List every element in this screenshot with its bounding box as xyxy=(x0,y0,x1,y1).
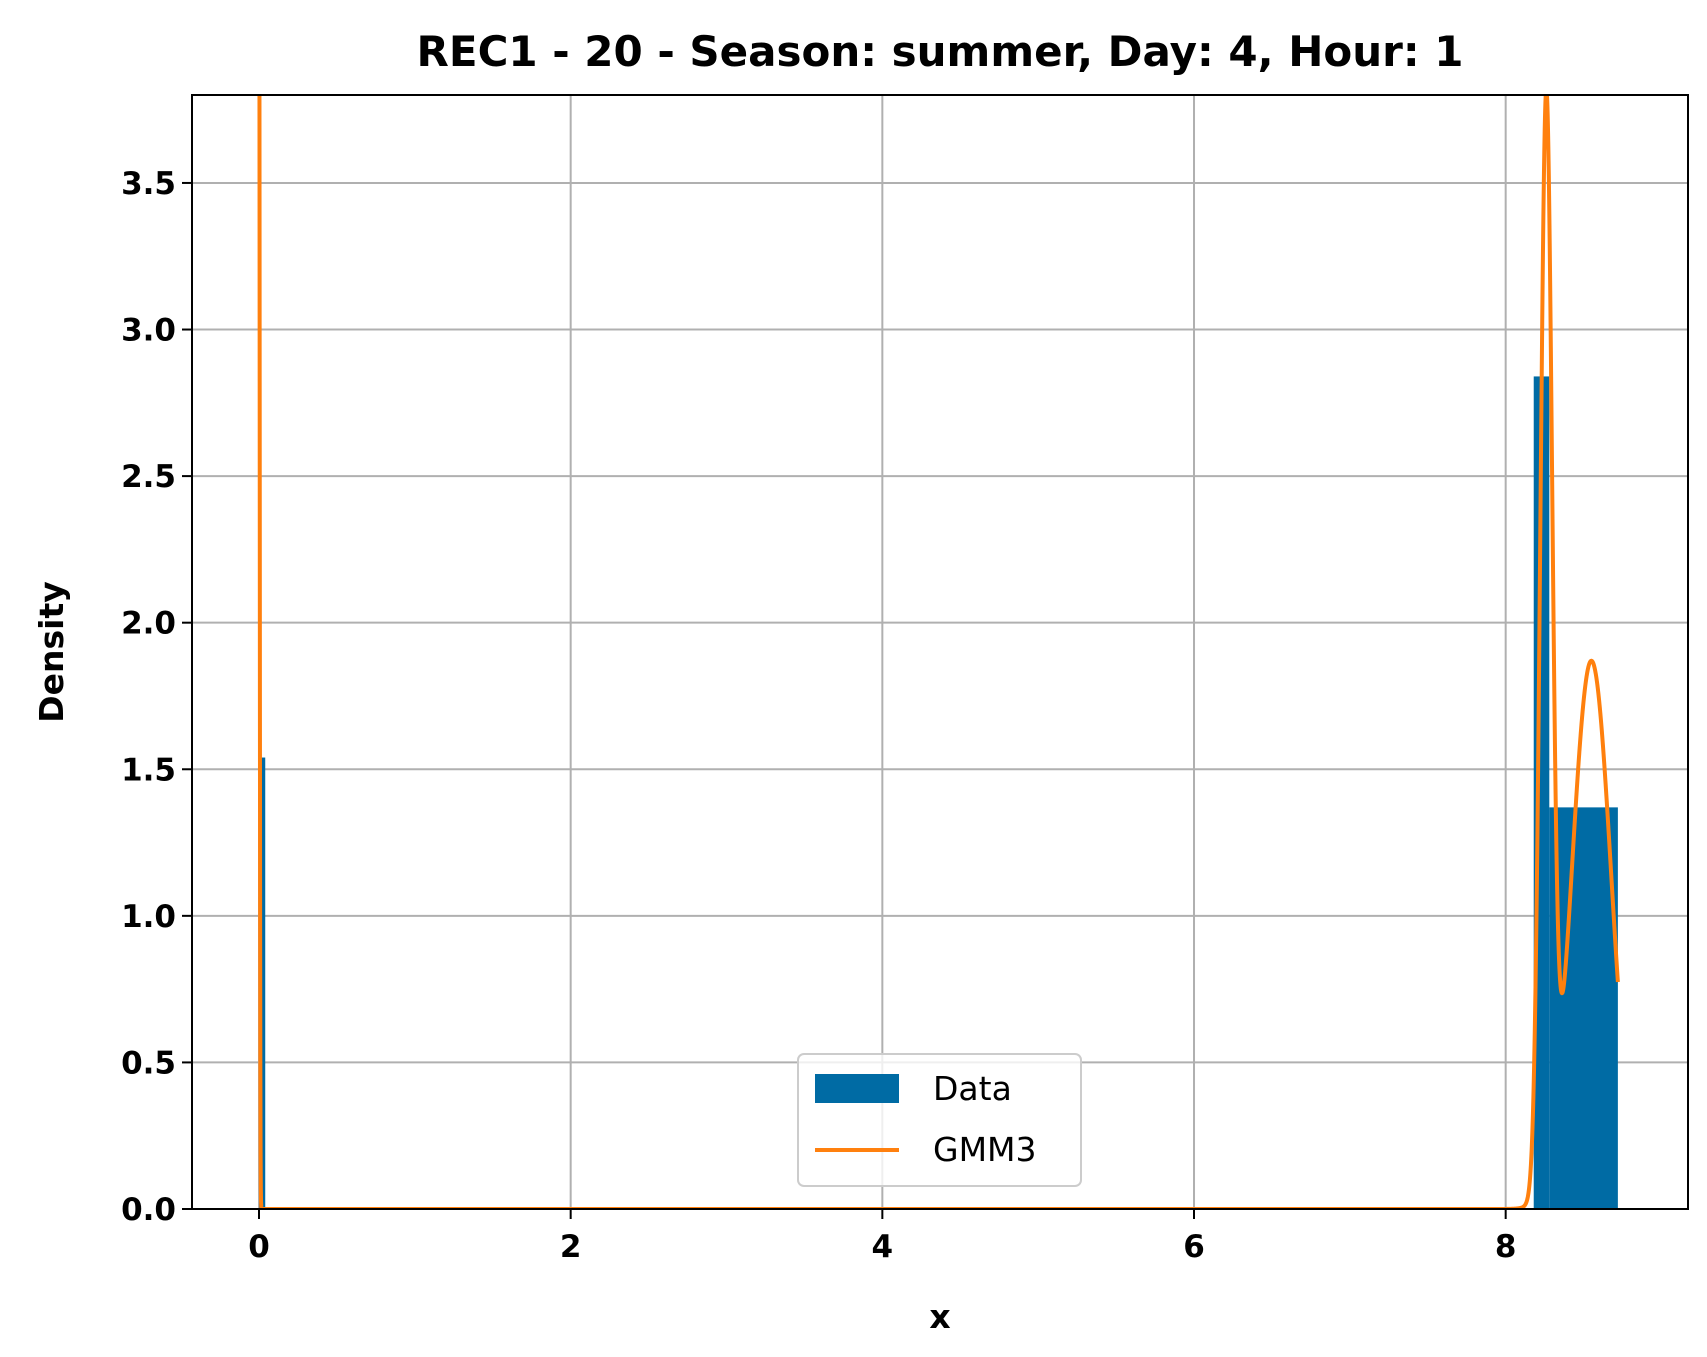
x-tick-label: 8 xyxy=(1495,1229,1517,1265)
grid xyxy=(192,95,1688,1210)
x-tick-label: 0 xyxy=(248,1229,270,1265)
legend: Data GMM3 xyxy=(797,1053,1082,1187)
y-tick-label: 1.5 xyxy=(121,752,176,788)
x-axis-label: x xyxy=(929,1297,950,1336)
y-axis-label: Density xyxy=(32,581,71,723)
y-tick-label: 2.0 xyxy=(121,606,176,642)
legend-gmm-label: GMM3 xyxy=(933,1130,1037,1169)
y-tick-label: 3.5 xyxy=(121,166,176,202)
y-tick-label: 3.0 xyxy=(121,313,176,349)
x-tick-label: 6 xyxy=(1183,1229,1205,1265)
y-tick-label: 1.0 xyxy=(121,899,176,935)
y-tick-label: 0.0 xyxy=(121,1192,176,1228)
legend-data-label: Data xyxy=(933,1069,1012,1108)
legend-data-swatch xyxy=(815,1074,899,1103)
x-tick-label: 4 xyxy=(872,1229,894,1265)
gmm-curve xyxy=(257,95,1620,1209)
axis-ticks: 0 2 4 6 8 0.0 0.5 1.0 1.5 2.0 2.5 3.0 3.5 xyxy=(121,166,1516,1265)
histogram-bar xyxy=(1549,807,1618,1209)
x-tick-label: 2 xyxy=(560,1229,582,1265)
plot-frame xyxy=(191,94,1689,1210)
histogram-bar xyxy=(1533,376,1550,1209)
y-tick-label: 2.5 xyxy=(121,459,176,495)
gmm-curve-line xyxy=(257,95,1620,1209)
y-tick-label: 0.5 xyxy=(121,1045,176,1081)
chart-title: REC1 - 20 - Season: summer, Day: 4, Hour… xyxy=(417,27,1464,76)
